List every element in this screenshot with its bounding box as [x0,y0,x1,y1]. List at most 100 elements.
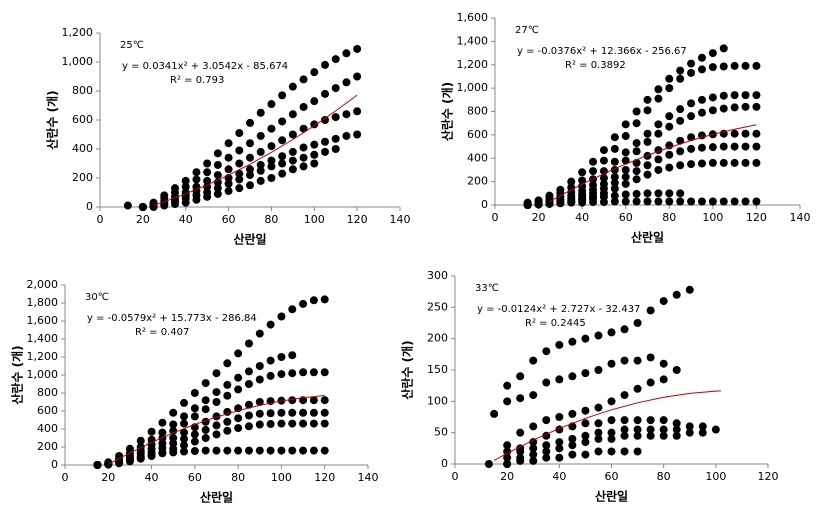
point [687,112,696,121]
point [212,421,221,430]
point [581,419,590,428]
point [267,174,276,182]
point [620,325,629,334]
point [752,129,761,138]
point [687,68,696,77]
point [201,446,210,455]
point [503,453,512,462]
point [594,428,603,437]
point [310,140,319,149]
point [621,190,630,199]
y-tick-label: 100 [427,394,448,407]
point [503,397,512,406]
point [234,385,243,394]
point [610,191,619,200]
point [180,447,189,456]
point [503,381,512,390]
point [203,168,212,177]
point [685,422,694,431]
point [752,197,761,206]
point [235,159,244,168]
point [244,367,253,376]
x-tick-label: 20 [500,470,514,483]
point [534,200,543,209]
point [255,398,264,406]
point [672,419,681,428]
point [256,108,265,117]
point [568,337,577,346]
point [190,430,199,439]
point [741,91,750,100]
point [620,425,629,434]
y-axis-title: 산란수 (개) [45,90,60,149]
y-tick-label: 50 [434,426,448,439]
point [741,61,750,70]
point [676,189,685,198]
point [147,427,156,436]
point [201,396,210,405]
point [310,68,319,77]
point [288,110,297,119]
point [181,198,190,207]
point [708,49,717,58]
point [288,419,297,428]
point [266,446,275,455]
point [331,134,340,143]
point [309,296,318,305]
point [676,161,685,170]
point [633,319,642,327]
point [255,446,264,455]
point [741,197,750,206]
point [266,356,275,365]
point [687,59,696,68]
y-tick-label: 1,000 [27,368,59,381]
point [310,159,319,168]
y-tick-label: 400 [37,422,58,435]
point [203,182,212,191]
point [299,75,308,84]
point [697,159,706,168]
y-axis-title: 산란수 (개) [440,82,455,141]
x-tick-label: 120 [347,213,368,226]
point [610,178,619,187]
point [676,116,685,125]
point [266,371,275,380]
point [599,146,608,155]
point [212,388,221,397]
point [104,460,113,469]
point [190,437,199,446]
point [309,408,318,417]
point [246,181,254,190]
point [708,63,717,72]
point [752,158,761,167]
point [697,143,706,152]
point [320,295,329,304]
point [224,165,233,174]
point [646,306,655,315]
point [180,419,189,428]
x-tick-label: 0 [452,470,459,483]
point [698,422,707,431]
point [288,130,297,139]
y-tick-label: 150 [427,363,448,376]
point [169,426,178,435]
point [685,285,694,294]
point [599,156,608,165]
point [621,172,630,181]
point [299,299,308,308]
point [213,178,222,187]
point [255,329,264,338]
point [581,334,590,343]
point [309,446,318,455]
y-tick-label: 2,000 [27,278,59,291]
point [160,201,169,210]
y-tick-label: 200 [37,440,58,453]
point [594,447,603,456]
point [607,328,616,337]
point [542,347,551,356]
point [632,119,641,128]
point [698,428,707,437]
point [620,391,629,400]
point [169,420,178,429]
point [310,120,319,129]
